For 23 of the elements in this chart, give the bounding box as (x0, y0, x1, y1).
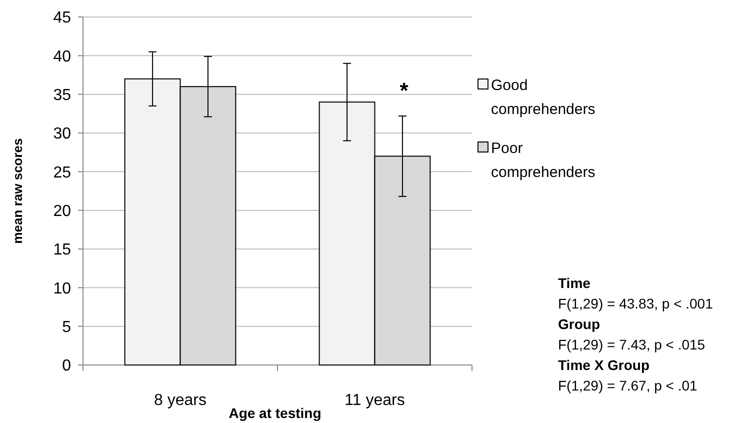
y-axis-title: mean raw scores (10, 138, 25, 244)
text: F(1,29) = 7.67, p < .01 (558, 378, 698, 394)
y-tick-label: 30 (53, 126, 72, 143)
x-tick-label: 8 years (154, 392, 206, 409)
y-tick-label: 10 (53, 280, 72, 298)
text: Time X Group (558, 357, 650, 373)
y-tick-label: 25 (53, 164, 72, 182)
legend-label: Poor comprehenders (491, 140, 596, 181)
y-tick-label: 45 (53, 10, 72, 27)
y-tick-label: 5 (62, 318, 72, 336)
y-tick-label: 0 (62, 358, 72, 375)
text: F(1,29) = 43.83, p < .001 (558, 296, 714, 312)
x-tick-label: 11 years (344, 392, 405, 409)
y-tick-label: 20 (53, 202, 72, 220)
legend-label: Good comprehenders (491, 77, 596, 118)
x-axis-title: Age at testing (228, 405, 322, 421)
y-tick-label: 40 (53, 48, 72, 66)
text: F(1,29) = 7.43, p < .015 (558, 336, 706, 352)
annotation: * (400, 78, 409, 103)
text: Time (558, 275, 591, 291)
text: Group (558, 316, 600, 332)
y-tick-label: 15 (53, 242, 72, 259)
y-tick-label: 35 (53, 86, 72, 104)
